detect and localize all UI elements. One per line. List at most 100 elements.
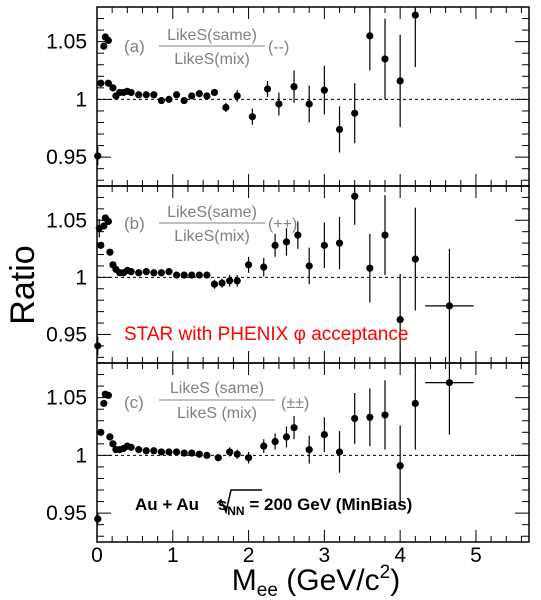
data-point (203, 451, 211, 459)
data-point (305, 262, 313, 270)
data-point (195, 90, 203, 98)
data-point (100, 42, 108, 50)
panel-b-y-tick-label-1: 1 (75, 266, 87, 289)
data-point (248, 113, 256, 121)
panel-b-denominator: LikeS(mix) (174, 228, 250, 245)
data-point (226, 448, 234, 456)
data-point (244, 454, 253, 462)
panel-a-y-tick-label-0: 0.95 (46, 146, 87, 169)
panel-a-denominator: LikeS(mix) (174, 51, 250, 68)
data-point (127, 88, 135, 97)
data-point (100, 222, 108, 230)
data-point (275, 100, 283, 108)
data-point (104, 36, 112, 45)
x-tick-label-0: 0 (91, 544, 103, 567)
x-tick-label-5: 5 (470, 544, 482, 567)
panel-c-y-ticks (97, 374, 529, 537)
data-point (233, 277, 241, 285)
panel-b-data-points (94, 187, 474, 362)
data-point (218, 279, 226, 287)
data-point (188, 449, 196, 457)
panel-a-frame (96, 6, 530, 187)
panel-b-tag: (b) (124, 214, 145, 233)
x-axis-title: Mee (GeV/c2) (232, 562, 400, 600)
data-point (180, 449, 188, 457)
data-point (97, 241, 105, 249)
panel-c-y-tick-label-1: 1 (75, 444, 87, 467)
panel-b-y-tick-label-0: 0.95 (46, 323, 87, 346)
data-point (104, 391, 112, 399)
data-point (305, 100, 313, 108)
panel-b-y-tick-label-2: 1.05 (46, 209, 87, 232)
panel-b-y-ticks (97, 196, 529, 358)
data-point (104, 79, 112, 87)
data-point (210, 88, 219, 97)
panel-c-y-tick-label-2: 1.05 (46, 387, 87, 410)
data-point (445, 302, 454, 310)
data-point (165, 95, 173, 103)
data-point (233, 450, 241, 458)
data-point (244, 261, 253, 269)
data-point (109, 84, 117, 92)
panel-c: 0.95 1 1.05 (c) LikeS (same) LikeS (mix)… (46, 362, 530, 543)
data-point (142, 91, 150, 99)
data-point (195, 450, 203, 458)
data-point (195, 271, 203, 279)
data-point (188, 92, 196, 100)
data-point (150, 269, 158, 277)
panel-c-data-points (94, 364, 474, 525)
panel-b-numerator: LikeS(same) (167, 204, 257, 221)
panel-a-y-ticks (97, 18, 529, 181)
x-tick-label-1: 1 (167, 544, 179, 567)
data-point (127, 443, 135, 451)
data-point (203, 271, 211, 279)
data-point (335, 448, 344, 456)
data-point (290, 83, 298, 91)
panel-a-y-tick-label-2: 1.05 (46, 31, 87, 54)
data-point (320, 431, 328, 439)
data-point (282, 238, 291, 246)
data-point (222, 103, 230, 112)
collision-system-label: Au + Au sNN = 200 GeV (MinBias) (135, 495, 412, 518)
data-point (263, 85, 272, 93)
data-point (135, 91, 143, 99)
data-point (100, 399, 108, 408)
data-point (335, 125, 344, 134)
data-point (127, 268, 135, 276)
data-point (226, 277, 234, 285)
panel-b-sign: (++) (268, 216, 297, 233)
data-point (157, 96, 166, 105)
panel-a-numerator: LikeS(same) (167, 27, 257, 44)
data-point (172, 448, 181, 456)
data-point (210, 280, 219, 288)
panel-a-data-points (94, 8, 419, 166)
data-point (381, 231, 389, 239)
data-point (157, 448, 166, 456)
data-point (335, 239, 344, 247)
data-point (305, 446, 313, 454)
data-point (150, 91, 158, 99)
data-point (260, 263, 268, 271)
data-point (104, 217, 112, 225)
panel-c-y-tick-label-0: 0.95 (46, 502, 87, 525)
data-point (94, 515, 102, 523)
panel-a-sign: (--) (268, 39, 289, 56)
data-point (366, 413, 374, 421)
data-point (271, 437, 279, 446)
data-point (180, 271, 188, 279)
panel-a: 0.95 1 1.05 (a) LikeS(same) LikeS(mix) (… (46, 6, 530, 187)
panel-c-frame (96, 362, 530, 543)
data-point (320, 86, 328, 94)
panel-c-numerator: LikeS (same) (170, 380, 264, 397)
data-point (165, 268, 173, 276)
data-point (97, 428, 105, 436)
data-point (396, 77, 404, 85)
data-point (396, 462, 404, 470)
data-point (260, 442, 268, 450)
data-point (188, 271, 196, 279)
data-point (214, 454, 222, 462)
data-point (366, 264, 374, 272)
data-point (282, 433, 291, 441)
panel-c-sign: (±±) (281, 395, 309, 412)
